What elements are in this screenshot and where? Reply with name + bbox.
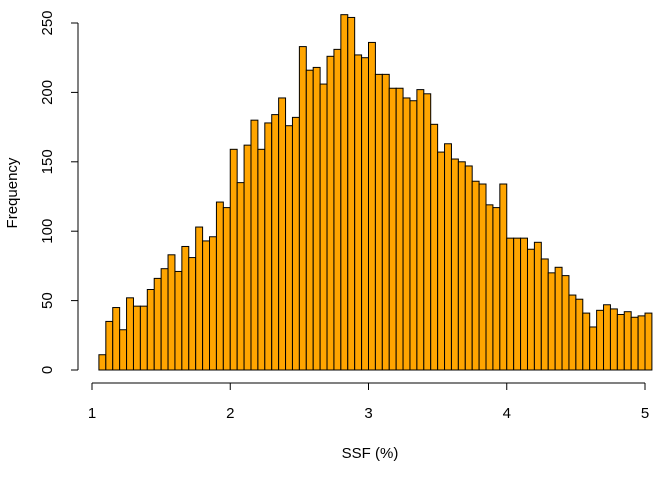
histogram-bar [547, 272, 556, 371]
histogram-bar [278, 97, 287, 371]
x-tick-label: 3 [364, 405, 372, 422]
histogram-bar [374, 73, 383, 371]
histogram-bar [589, 326, 598, 371]
histogram-bar [437, 151, 446, 371]
histogram-bar [381, 73, 390, 371]
histogram-bar [312, 66, 321, 371]
histogram-bar [430, 123, 439, 371]
y-axis: 0 50 100 150 200 250 [39, 10, 79, 374]
histogram-bar [229, 148, 238, 371]
histogram-bar [395, 87, 404, 371]
histogram-bar [402, 97, 411, 371]
histogram-bar [257, 148, 266, 371]
histogram-bar [222, 207, 231, 371]
histogram-bar [368, 41, 376, 371]
histogram-bar [174, 270, 183, 371]
histogram-bar [243, 144, 252, 371]
x-tick-label: 5 [641, 405, 649, 422]
histogram-bar [561, 275, 570, 371]
x-tick-label: 4 [503, 405, 511, 422]
histogram-bar [568, 294, 577, 371]
histogram-bar [250, 119, 259, 371]
histogram-bar [112, 307, 121, 371]
histogram-bar [146, 289, 155, 371]
histogram-bar [644, 312, 653, 371]
y-tick-label: 50 [39, 292, 56, 309]
histogram-bar [236, 182, 245, 371]
histogram-bar [457, 161, 466, 371]
histogram-bar [119, 329, 128, 371]
histogram-bar [160, 268, 169, 371]
histogram-bar [340, 14, 349, 371]
histogram-bar [153, 277, 162, 371]
histogram-bar [126, 297, 134, 371]
histogram-bar [554, 266, 563, 371]
histogram-bar [540, 258, 549, 371]
histogram-bar [485, 204, 494, 371]
histogram-bar [409, 100, 418, 371]
y-tick-label: 250 [39, 10, 56, 35]
histogram-bar [105, 320, 114, 371]
histogram-bar [616, 313, 625, 371]
x-tick-label: 2 [226, 405, 234, 422]
histogram-bar [623, 311, 632, 371]
histogram-bar [264, 122, 273, 371]
histogram-bar [513, 237, 522, 371]
histogram-bar [526, 248, 535, 371]
histogram-bar [609, 308, 618, 371]
histogram-bar [215, 201, 224, 371]
histogram-bar [444, 143, 452, 371]
histogram-bar [271, 114, 280, 371]
histogram-bar [478, 183, 487, 371]
y-axis-label: Frequency [4, 157, 21, 228]
histogram-bar [333, 48, 342, 371]
histogram-bar [354, 54, 363, 371]
histogram-bar [195, 226, 204, 371]
histogram-bar [423, 93, 432, 371]
histogram-bar [98, 354, 107, 371]
histogram-bar [492, 207, 501, 371]
histogram-bar [285, 125, 293, 371]
y-tick-label: 0 [39, 366, 56, 374]
histogram-bars [98, 14, 653, 371]
y-tick-label: 100 [39, 219, 56, 244]
histogram-bar [347, 16, 356, 371]
histogram-bar [305, 69, 314, 371]
histogram-bar [499, 183, 508, 371]
histogram-bar [139, 305, 148, 371]
x-tick-label: 1 [88, 405, 96, 422]
histogram-bar [630, 316, 639, 371]
histogram-bar [471, 180, 480, 371]
histogram-bar [202, 240, 211, 371]
y-tick-label: 200 [39, 80, 56, 105]
x-axis: 1 2 3 4 5 [88, 382, 649, 422]
histogram-bar [416, 89, 425, 371]
histogram-bar [637, 315, 646, 371]
x-axis-label: SSF (%) [342, 445, 399, 462]
histogram-bar [291, 116, 300, 371]
histogram-bar [582, 312, 591, 371]
histogram-bar [533, 241, 542, 371]
histogram-bar [388, 87, 397, 371]
histogram-bar [132, 305, 141, 371]
histogram-bar [361, 57, 369, 371]
histogram-bar [596, 309, 605, 371]
histogram-bar [319, 83, 328, 371]
histogram-bar [188, 257, 197, 371]
y-tick-label: 150 [39, 149, 56, 174]
histogram-bar [520, 237, 528, 371]
histogram-bar [506, 237, 515, 371]
histogram-bar [167, 254, 176, 371]
histogram-bar [209, 236, 217, 371]
histogram-bar [450, 158, 459, 371]
histogram-bar [603, 304, 611, 371]
histogram-bar [575, 298, 584, 371]
histogram-bar [181, 245, 190, 371]
histogram-bar [464, 165, 473, 371]
histogram-bar [326, 55, 335, 371]
histogram-bar [298, 46, 307, 371]
